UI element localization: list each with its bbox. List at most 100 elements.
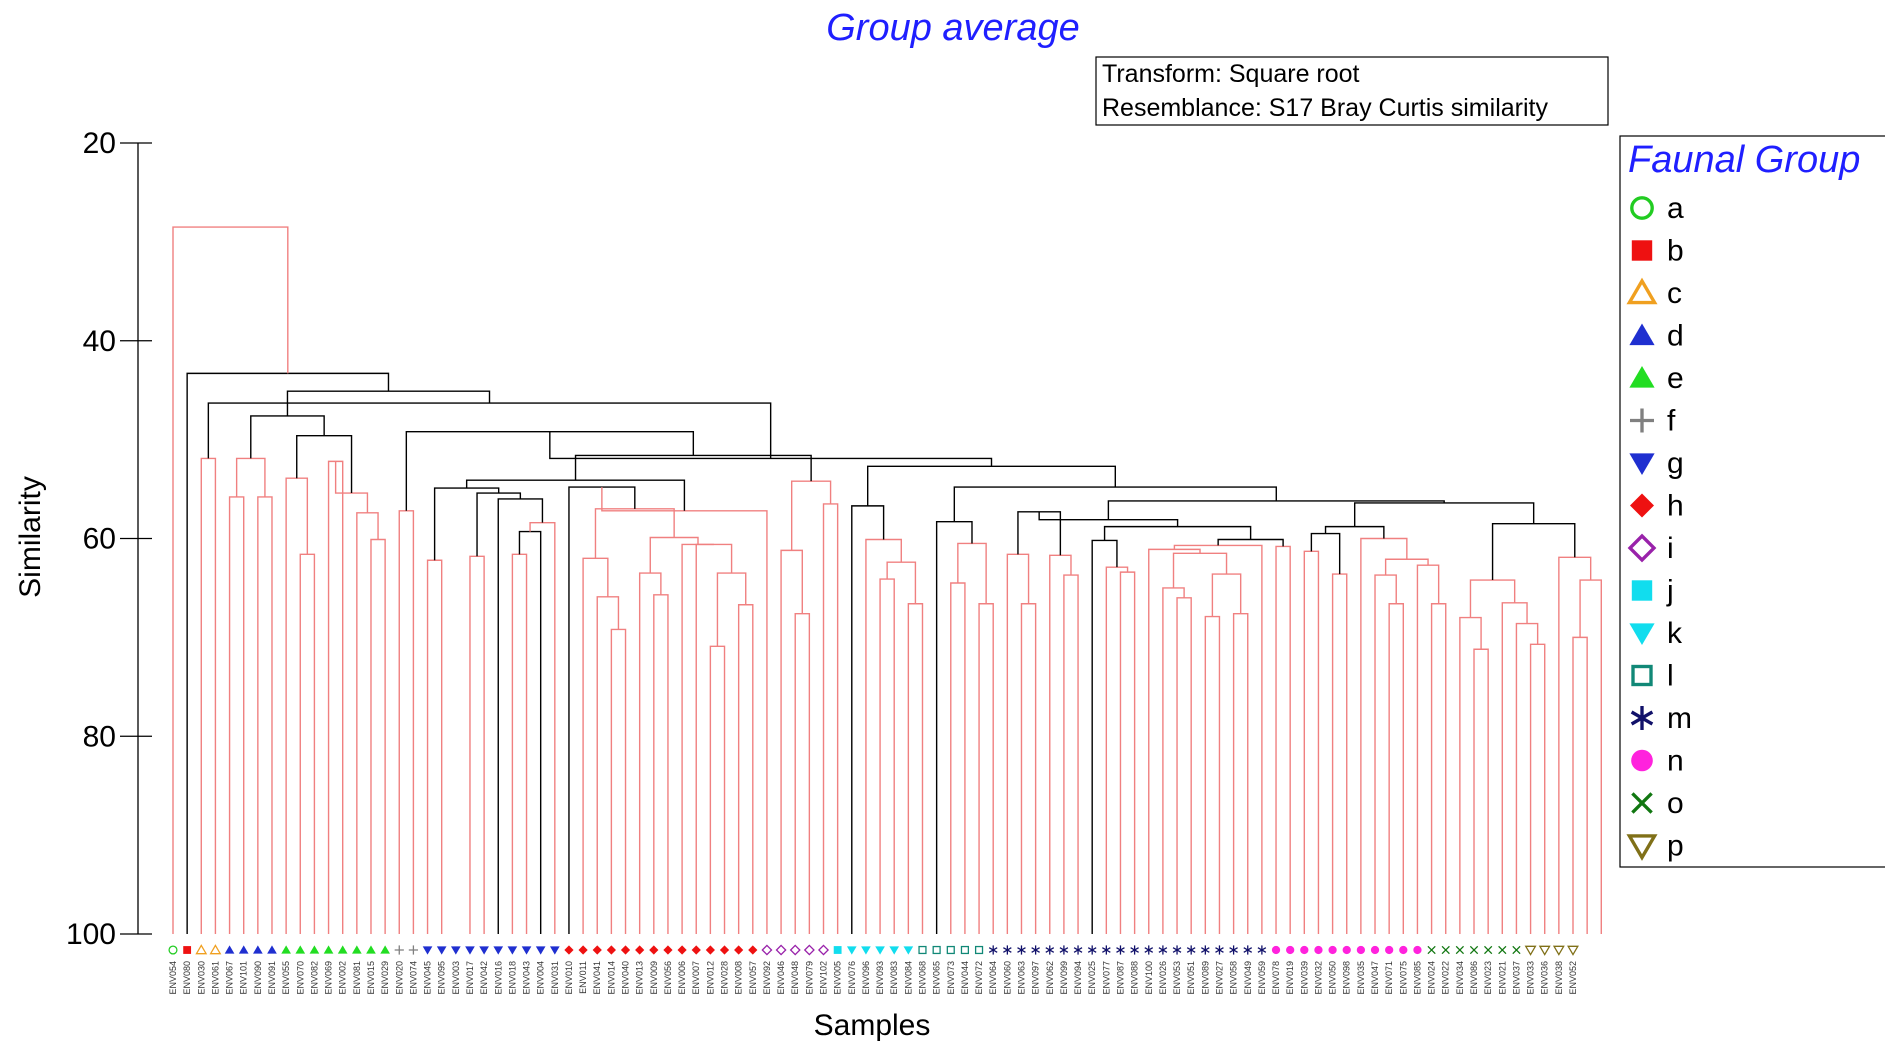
sample-label: ENV068: [917, 961, 927, 995]
legend-symbol-p: [1626, 834, 1658, 861]
dendrogram-branch: [1459, 616, 1482, 934]
sample-marker-k: [903, 946, 914, 955]
legend-label: e: [1667, 362, 1684, 395]
dendrogram-branch: [596, 596, 620, 934]
sample-label: ENV010: [564, 961, 574, 995]
dendrogram-branch: [1232, 612, 1249, 934]
sample-marker-d: [267, 945, 277, 954]
sample-label: ENV052: [1568, 961, 1578, 995]
sample-marker-m: [1059, 945, 1069, 955]
sample-label: ENV011: [578, 961, 588, 994]
sample-marker-e: [295, 945, 306, 954]
dendrogram-branch: [1374, 574, 1397, 934]
sample-label: ENV008: [734, 961, 744, 995]
legend-item-b: b: [1631, 235, 1684, 268]
info-box: Transform: Square root Resemblance: S17 …: [1095, 56, 1609, 126]
dendrogram-branch: [1148, 548, 1201, 934]
sample-marker-o: [1427, 945, 1436, 955]
dendrogram-branch: [780, 549, 803, 934]
sample-marker-e: [380, 945, 390, 954]
sample-label: ENV045: [423, 961, 433, 995]
sample-label: ENV032: [1313, 961, 1323, 995]
dendrogram-branch: [518, 530, 542, 934]
dendrogram-branch: [1107, 500, 1445, 520]
sample-label: ENV095: [437, 961, 447, 995]
sample-label: ENV033: [1526, 961, 1536, 995]
dendrogram-branch: [426, 559, 443, 934]
sample-label: ENV007: [691, 961, 701, 995]
sample-label: ENV027: [1214, 961, 1224, 995]
sample-marker-i: [761, 944, 773, 956]
y-axis-label: Similarity: [14, 476, 47, 598]
legend-item-n: n: [1631, 745, 1684, 778]
sample-marker-n: [1413, 945, 1422, 955]
sample-label: ENV102: [819, 961, 829, 995]
sample-marker-o: [1469, 945, 1479, 955]
sample-label: ENV083: [889, 961, 899, 995]
sample-label: ENV046: [776, 961, 786, 995]
dendrogram-branch: [867, 465, 1116, 506]
sample-marker-m: [1087, 945, 1097, 955]
legend-label: d: [1667, 320, 1684, 353]
sample-label: ENV040: [621, 961, 631, 995]
sample-label: ENV057: [748, 961, 758, 995]
sample-label: ENV078: [1271, 961, 1281, 995]
sample-label: ENV037: [1511, 961, 1521, 995]
dendrogram-branch: [649, 536, 699, 574]
sample-label: ENV063: [1016, 961, 1026, 995]
sample-marker-o: [1512, 945, 1521, 955]
dendrogram-branch: [511, 553, 528, 934]
sample-label: ENV075: [1398, 961, 1408, 995]
sample-marker-c: [195, 944, 208, 955]
sample-label: ENV029: [380, 961, 390, 995]
dendrogram-branch: [1172, 552, 1228, 588]
legend-frame: [1619, 135, 1885, 868]
sample-label: ENV056: [663, 961, 673, 995]
dendrogram-branch: [907, 603, 924, 934]
legend-symbol-j: [1631, 580, 1653, 601]
dendrogram-branch: [1204, 615, 1221, 934]
legend-symbol-e: [1629, 366, 1655, 388]
dendrogram-branch: [1105, 566, 1129, 934]
sample-label: ENV004: [536, 961, 546, 995]
legend-label: n: [1667, 745, 1684, 778]
sample-marker-c: [209, 944, 222, 955]
dendrogram-branch: [594, 508, 675, 559]
sample-marker-k: [846, 946, 857, 955]
y-tick-label: 80: [83, 720, 116, 753]
dendrogram-branch: [285, 477, 309, 934]
sample-marker-k: [875, 946, 885, 955]
sample-marker-g: [493, 946, 504, 955]
sample-label: ENV071: [1384, 961, 1394, 995]
dendrogram-branch: [1529, 643, 1546, 934]
sample-marker-g: [535, 946, 546, 955]
sample-marker-p: [1538, 945, 1551, 956]
sample-marker-e: [281, 945, 291, 954]
sample-marker-m: [1172, 945, 1182, 955]
sample-marker-d: [253, 945, 263, 954]
sample-label: ENV089: [1200, 961, 1210, 995]
sample-label: ENV003: [451, 961, 461, 995]
dendrogram-branch: [709, 645, 726, 934]
sample-marker-m: [1215, 945, 1224, 955]
dendrogram-branch: [851, 505, 885, 934]
sample-label: ENV087: [1115, 961, 1125, 995]
sample-label: ENV062: [1045, 961, 1055, 995]
sample-label: ENV099: [1059, 961, 1069, 995]
sample-marker-e: [309, 945, 320, 954]
sample-label: ENV082: [309, 961, 319, 995]
sample-label: ENV002: [338, 961, 348, 995]
sample-marker-g: [549, 946, 560, 955]
sample-marker-n: [1356, 945, 1366, 955]
sample-label: ENV085: [1412, 961, 1422, 995]
dendrogram-branch: [794, 612, 811, 934]
y-tick-label: 60: [83, 523, 116, 556]
legend-symbol-o: [1631, 792, 1653, 814]
sample-label: ENV092: [762, 961, 772, 995]
sample-label: ENV039: [1299, 961, 1309, 995]
sample-marker-m: [1201, 945, 1210, 955]
sample-marker-l: [974, 945, 984, 955]
dendrogram-branch: [1491, 522, 1576, 581]
dendrogram-branch: [1331, 573, 1348, 934]
sample-label: ENV005: [833, 961, 843, 995]
